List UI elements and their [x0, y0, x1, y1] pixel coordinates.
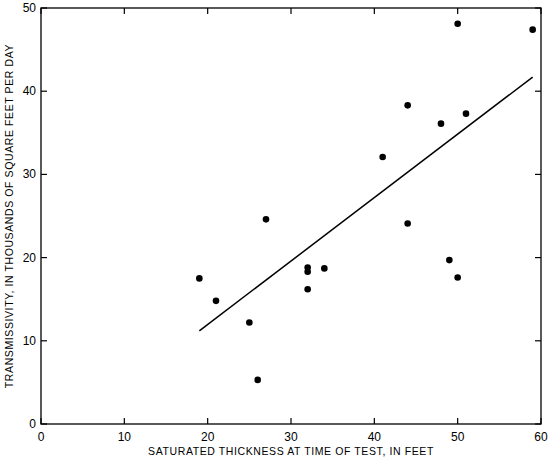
y-tick-right [535, 423, 541, 424]
x-tick [290, 418, 291, 424]
y-tick-right [535, 257, 541, 258]
x-tick-label: 40 [368, 430, 382, 444]
data-point [246, 319, 253, 326]
x-tick-label: 30 [284, 430, 298, 444]
plot-frame [41, 8, 541, 424]
data-point [304, 286, 311, 293]
y-tick [41, 340, 47, 341]
x-tick-top [290, 8, 291, 14]
x-tick-label: 20 [201, 430, 215, 444]
x-tick [374, 418, 375, 424]
data-point [404, 102, 411, 109]
x-tick-top [374, 8, 375, 14]
x-tick [207, 418, 208, 424]
data-point [446, 257, 453, 264]
data-point [263, 216, 270, 223]
y-axis-label: TRANSMISSIVITY, IN THOUSANDS OF SQUARE F… [3, 44, 15, 388]
y-tick-right [535, 174, 541, 175]
x-tick-label: 50 [451, 430, 465, 444]
y-tick [41, 174, 47, 175]
y-tick-label: 30 [23, 167, 37, 181]
x-tick-label: 60 [534, 430, 548, 444]
x-tick-top [207, 8, 208, 14]
x-tick [457, 418, 458, 424]
plot-area [196, 21, 536, 384]
x-tick [124, 418, 125, 424]
data-point [304, 268, 311, 275]
data-point [438, 120, 445, 127]
chart-svg: 0 10 20 30 40 50 60 0 10 20 30 40 50 SATURATED THICKN… [0, 0, 550, 465]
y-tick-label: 10 [23, 334, 37, 348]
y-tick-label: 40 [23, 84, 37, 98]
chart-container: 0 10 20 30 40 50 60 0 10 20 30 40 50 SATURATED THICKN… [0, 0, 550, 465]
x-tick-label: 0 [38, 430, 45, 444]
data-point [379, 154, 386, 161]
y-tick-right [535, 91, 541, 92]
data-point [404, 220, 411, 227]
data-point [321, 265, 328, 272]
y-tick [41, 257, 47, 258]
y-tick [41, 423, 47, 424]
data-point [213, 298, 220, 305]
y-tick-right [535, 340, 541, 341]
x-tick-top [457, 8, 458, 14]
x-axis-label: SATURATED THICKNESS AT TIME OF TEST, IN … [148, 445, 434, 457]
data-point [196, 275, 203, 282]
y-tick-right [535, 7, 541, 8]
y-tick-label: 50 [23, 1, 37, 15]
data-point [463, 110, 470, 117]
trend-line [199, 77, 532, 331]
data-point [454, 274, 461, 281]
x-tick-top [124, 8, 125, 14]
data-point [254, 377, 261, 384]
y-tick [41, 91, 47, 92]
x-tick [40, 418, 41, 424]
y-tick [41, 7, 47, 8]
x-tick-label: 10 [118, 430, 132, 444]
y-tick-label: 0 [29, 417, 36, 431]
x-tick [540, 418, 541, 424]
x-tick-top [40, 8, 41, 14]
data-point [454, 21, 461, 28]
data-point [529, 26, 536, 33]
x-tick-top [540, 8, 541, 14]
y-tick-label: 20 [23, 251, 37, 265]
